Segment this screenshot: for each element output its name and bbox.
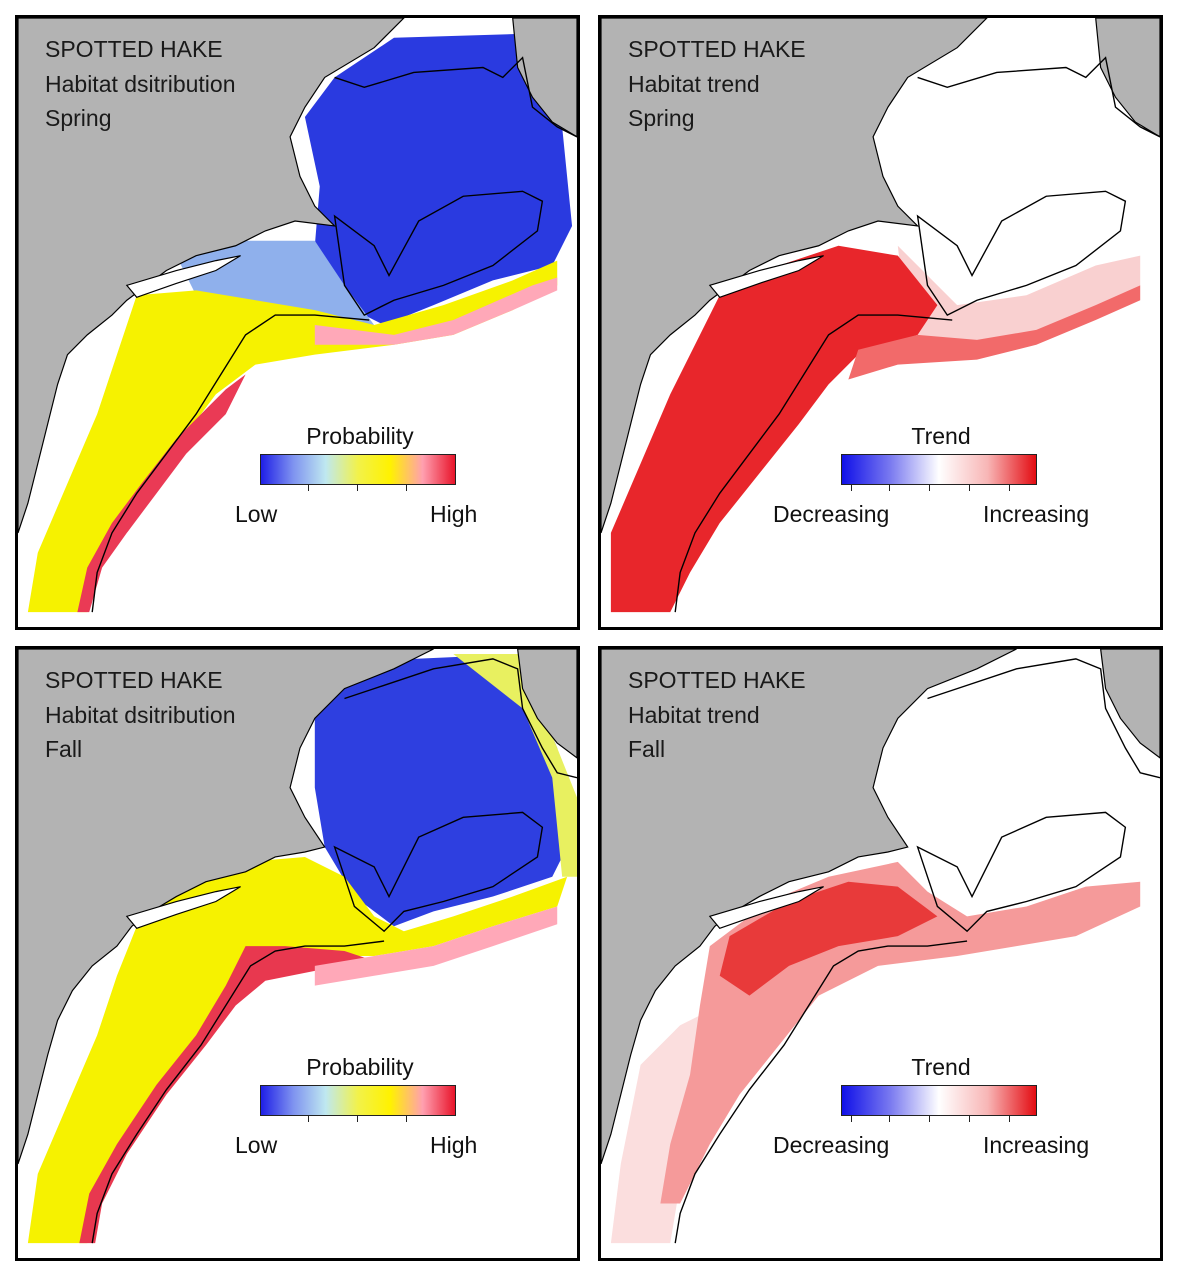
strong-trend-region (610, 245, 938, 613)
map-spring-trend (601, 18, 1160, 613)
legend-colorbar (260, 454, 456, 485)
legend-high-label: High (430, 501, 478, 527)
depth-contour (344, 658, 577, 779)
shelf-edge-pink (314, 906, 558, 986)
shelf-break-contour (674, 314, 953, 613)
map-fall-distribution (18, 649, 577, 1244)
gulf-of-maine-region (314, 653, 573, 927)
legend-low-label: Low (235, 1132, 278, 1158)
legend-ticks (260, 485, 456, 491)
shelf-break-contour (91, 940, 385, 1244)
nova-scotia (512, 18, 577, 138)
panel-title-block: SPOTTED HAKE Habitat dsitribution Fall (45, 663, 236, 767)
georges-bank-contour (916, 811, 1127, 933)
panel-subtitle: Habitat dsitribution (45, 701, 236, 728)
long-island (708, 255, 824, 298)
legend-title: Probability (306, 423, 414, 449)
legend-title: Probability (306, 1054, 414, 1080)
legend-colorbar (260, 1085, 456, 1116)
legend-low-label: Decreasing (773, 501, 890, 527)
legend-colorbar (841, 1085, 1037, 1116)
panel-subtitle: Habitat trend (628, 701, 760, 728)
species-title: SPOTTED HAKE (628, 667, 806, 693)
panel-spring-trend: SPOTTED HAKE Habitat trend Spring Trend … (598, 15, 1163, 630)
shelf-region (27, 260, 558, 613)
season-label: Spring (628, 105, 695, 131)
panel-spring-distribution: SPOTTED HAKE Habitat dsitribution Spring… (15, 15, 580, 630)
legend-high-label: Increasing (983, 501, 1090, 527)
trend-legend: Trend Decreasing Increasing (773, 423, 1089, 533)
legend-title: Trend (911, 1054, 971, 1080)
georges-bank-contour (333, 190, 544, 316)
trend-legend: Trend Decreasing Increasing (773, 1054, 1089, 1164)
probability-legend: Probability Low High (235, 1054, 477, 1164)
legend-ticks (841, 485, 1037, 491)
nova-scotia (1100, 649, 1160, 759)
season-label: Fall (45, 736, 83, 762)
georges-bank-contour (916, 190, 1127, 316)
shelf-break-region (79, 946, 375, 1244)
legend-ticks (260, 1116, 456, 1122)
panel-subtitle: Habitat dsitribution (45, 70, 236, 97)
panel-fall-trend: SPOTTED HAKE Habitat trend Fall Trend De… (598, 646, 1163, 1261)
season-label: Spring (45, 105, 112, 131)
moderate-trend-region (848, 285, 1141, 380)
map-fall-trend (601, 649, 1160, 1244)
panel-title-block: SPOTTED HAKE Habitat trend Spring (628, 32, 806, 136)
long-island (708, 886, 824, 929)
shelf-break-region (77, 374, 246, 613)
shelf-break-contour (674, 940, 968, 1244)
legend-colorbar (841, 454, 1037, 485)
map-spring-distribution (18, 18, 577, 613)
land-mass (601, 649, 1017, 1165)
shelf-region (27, 856, 568, 1244)
species-title: SPOTTED HAKE (45, 36, 223, 62)
long-island (125, 255, 241, 298)
panel-subtitle: Habitat trend (628, 70, 760, 97)
season-label: Fall (628, 736, 666, 762)
legend-high-label: Increasing (983, 1132, 1090, 1158)
nova-scotia (517, 649, 577, 759)
panel-title-block: SPOTTED HAKE Habitat trend Fall (628, 663, 806, 767)
land-mass (18, 18, 405, 534)
legend-ticks (841, 1116, 1037, 1122)
legend-low-label: Decreasing (773, 1132, 890, 1158)
land-mass (18, 649, 434, 1165)
legend-high-label: High (430, 1132, 478, 1158)
gulf-of-maine-region (304, 32, 573, 325)
long-island (125, 886, 241, 929)
georges-bank-contour (333, 811, 544, 933)
panel-title-block: SPOTTED HAKE Habitat dsitribution Spring (45, 32, 236, 136)
depth-contour (917, 56, 1160, 138)
shelf-edge-pink (314, 277, 558, 345)
land-mass (601, 18, 988, 534)
weak-trend-region (897, 245, 1141, 345)
legend-low-label: Low (235, 501, 278, 527)
legend-title: Trend (911, 423, 971, 449)
nova-scotia (1095, 18, 1160, 138)
panel-fall-distribution: SPOTTED HAKE Habitat dsitribution Fall P… (15, 646, 580, 1261)
species-title: SPOTTED HAKE (628, 36, 806, 62)
depth-contour (334, 56, 577, 138)
shelf-break-contour (91, 314, 370, 613)
depth-contour (927, 658, 1160, 779)
species-title: SPOTTED HAKE (45, 667, 223, 693)
probability-legend: Probability Low High (235, 423, 477, 533)
